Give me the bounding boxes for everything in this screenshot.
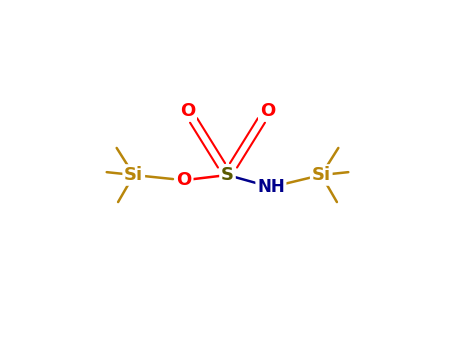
Text: O: O	[260, 102, 275, 120]
Text: NH: NH	[257, 178, 285, 196]
Text: S: S	[221, 166, 234, 184]
Text: O: O	[177, 171, 192, 189]
Text: Si: Si	[312, 166, 331, 184]
Text: Si: Si	[124, 166, 143, 184]
Text: O: O	[180, 102, 195, 120]
